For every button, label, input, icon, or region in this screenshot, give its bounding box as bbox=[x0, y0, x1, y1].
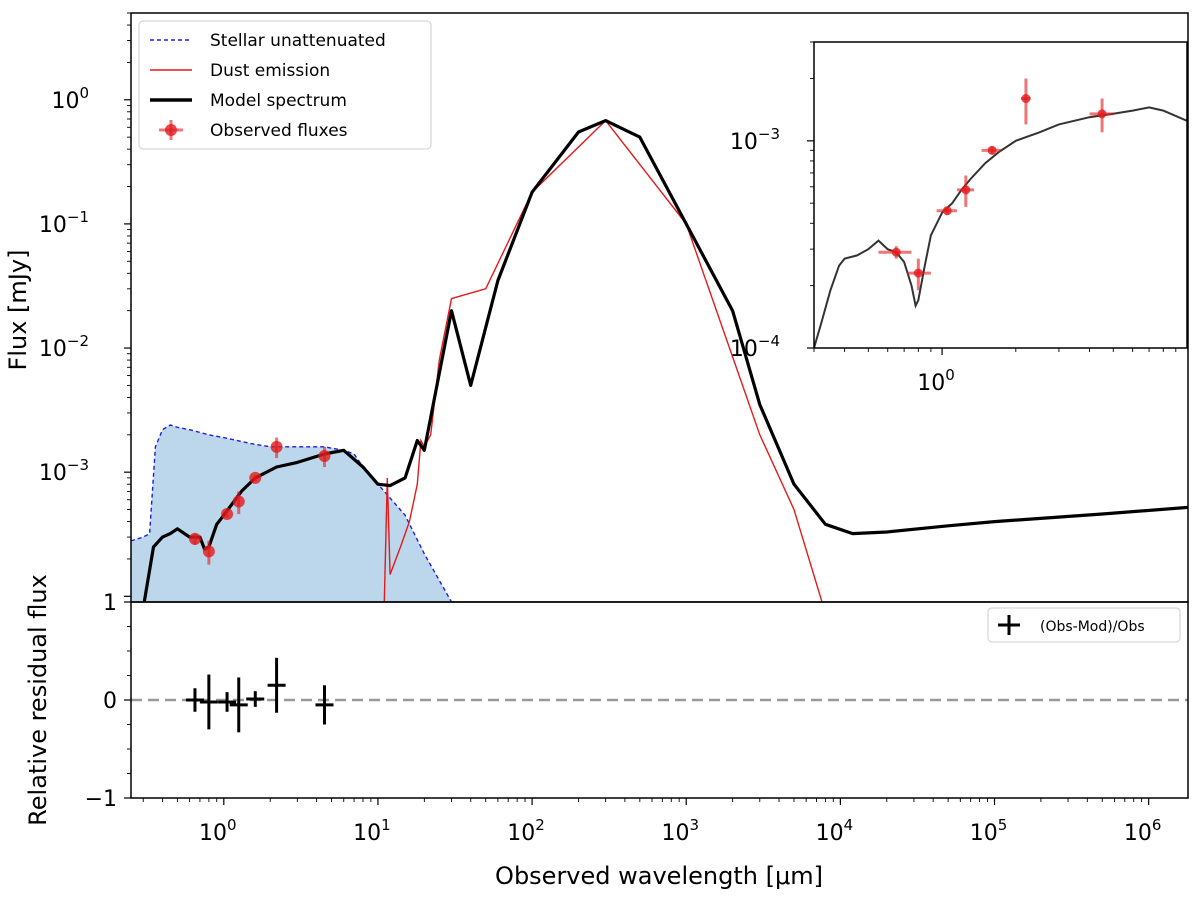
main-plot-area bbox=[131, 118, 1188, 602]
residual-point bbox=[229, 677, 248, 733]
inset-observed-flux-point bbox=[1020, 78, 1031, 125]
inset-background bbox=[814, 42, 1187, 348]
residual-legend-label: (Obs-Mod)/Obs bbox=[1040, 619, 1145, 635]
inset-observed-flux-point bbox=[981, 145, 1002, 155]
x-axis-label: Observed wavelength [μm] bbox=[495, 862, 823, 890]
residual-y-tick-label: −1 bbox=[85, 787, 117, 812]
observed-flux-point bbox=[188, 532, 201, 545]
inset-frame bbox=[813, 41, 1188, 349]
residual-point bbox=[199, 674, 218, 730]
stellar-shaded-area bbox=[131, 425, 452, 602]
main-legend: Stellar unattenuated Dust emission Model… bbox=[138, 20, 432, 150]
inset-plot-area bbox=[814, 78, 1187, 348]
legend-label-dust: Dust emission bbox=[210, 61, 330, 81]
inset-observed-flux-point bbox=[1089, 98, 1114, 133]
legend-label-model: Model spectrum bbox=[210, 91, 347, 111]
observed-flux-point bbox=[270, 437, 283, 459]
observed-flux-point bbox=[318, 446, 331, 468]
residual-y-ticks: 1 0 −1 bbox=[85, 591, 131, 812]
residual-plot-area bbox=[131, 657, 1188, 733]
residual-point bbox=[267, 657, 286, 713]
inset-observed-flux-point bbox=[936, 206, 957, 216]
main-legend-box bbox=[138, 20, 432, 150]
legend-label-observed: Observed fluxes bbox=[210, 121, 348, 141]
observed-flux-point bbox=[232, 491, 245, 515]
model-spectrum-line bbox=[142, 118, 1188, 602]
residual-y-axis-label: Relative residual flux bbox=[24, 574, 52, 826]
residual-point bbox=[185, 688, 204, 712]
residual-point bbox=[246, 691, 265, 707]
inset-observed-flux-point bbox=[956, 175, 974, 207]
inset-model-spectrum-line bbox=[814, 106, 1187, 348]
inset-observed-flux-point bbox=[907, 258, 931, 291]
observed-flux-point bbox=[249, 471, 262, 484]
residual-point bbox=[218, 692, 237, 712]
legend-label-stellar: Stellar unattenuated bbox=[210, 31, 386, 51]
residual-point bbox=[315, 685, 334, 725]
main-y-axis-label: Flux [mJy] bbox=[4, 250, 32, 371]
legend-swatch-observed bbox=[159, 120, 183, 140]
inset-y-tick-label: 10−3 bbox=[730, 125, 780, 155]
residual-y-tick-label: 1 bbox=[103, 591, 117, 616]
inset-observed-flux-point bbox=[878, 246, 912, 259]
residual-legend-box bbox=[987, 607, 1181, 643]
residual-legend: (Obs-Mod)/Obs bbox=[987, 607, 1181, 643]
residual-y-tick-label: 0 bbox=[103, 689, 117, 714]
observed-flux-point bbox=[221, 508, 234, 521]
observed-flux-point bbox=[202, 540, 215, 565]
